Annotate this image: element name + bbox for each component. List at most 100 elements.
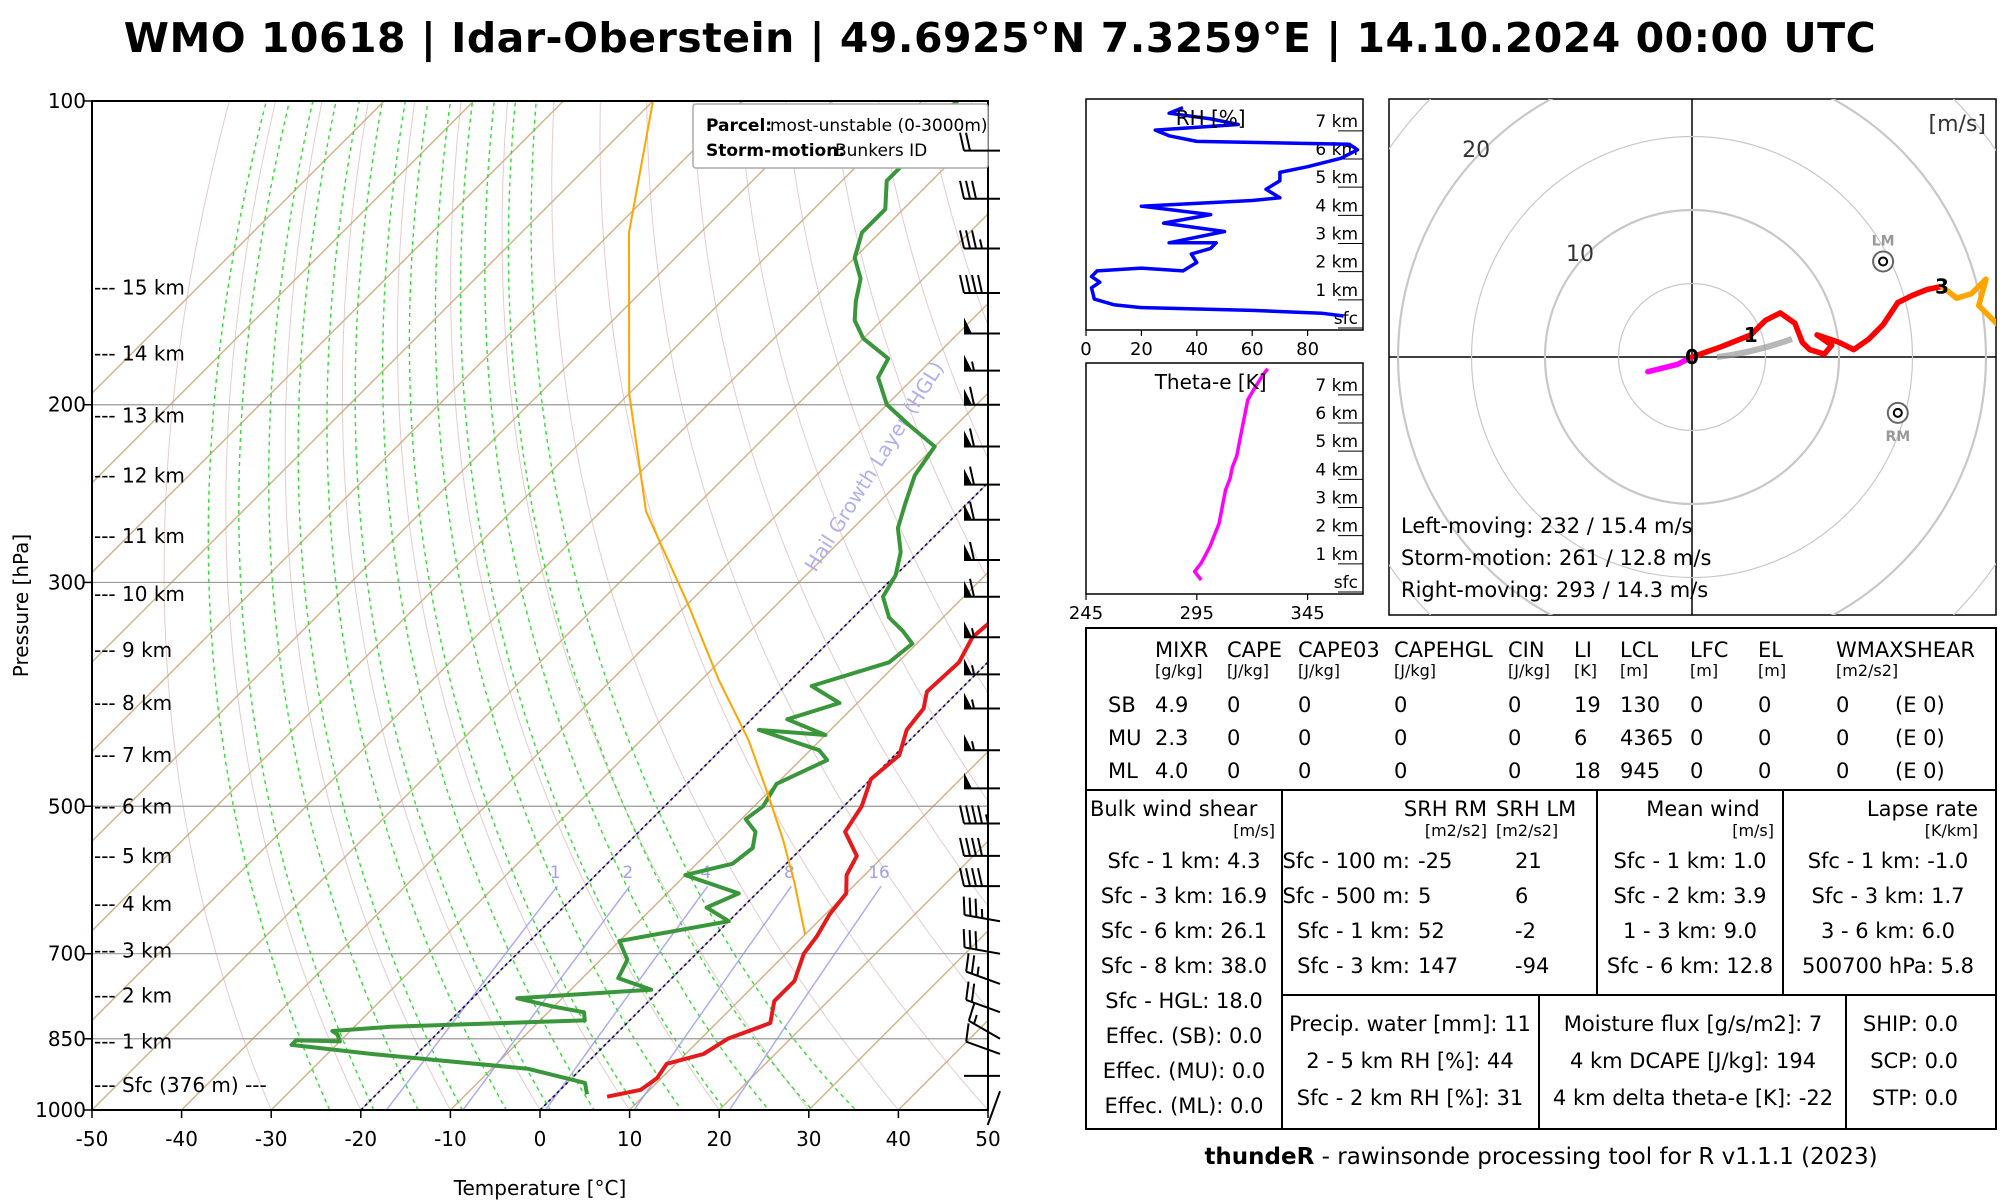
wind-barb bbox=[962, 896, 1001, 923]
wind-barb bbox=[965, 981, 1001, 1014]
mean-wind-row: Sfc - 6 km: 12.8 bbox=[1607, 954, 1773, 978]
moisture-row: 2 - 5 km RH [%]: 44 bbox=[1306, 1049, 1514, 1073]
table-cell: 0 bbox=[1758, 759, 1771, 783]
mixing-ratio-label: 2 bbox=[622, 863, 633, 883]
dry-adiabat bbox=[163, 101, 272, 1110]
barb-flag bbox=[969, 386, 975, 405]
hodograph-inner: 10203040013691LMRM bbox=[1389, 99, 1996, 615]
barb-flag bbox=[977, 867, 983, 887]
table-cell: 0 bbox=[1758, 693, 1771, 717]
srh-row-label: Sfc - 1 km: bbox=[1297, 919, 1410, 943]
moist-adiabat bbox=[268, 101, 419, 1110]
hodo-ring bbox=[1617, 282, 1767, 432]
table-cell: 0 bbox=[1836, 726, 1849, 750]
table-cell: 0 bbox=[1758, 726, 1771, 750]
x-tick-label: -10 bbox=[434, 1127, 467, 1151]
barb-flag bbox=[959, 837, 965, 857]
table-cell: (E 0) bbox=[1895, 759, 1945, 783]
isotherm bbox=[92, 101, 923, 932]
flux-row: 4 km delta theta-e [K]: -22 bbox=[1553, 1086, 1833, 1110]
table-cell: (E 0) bbox=[1895, 693, 1945, 717]
thetae-height-label: 3 km bbox=[1315, 489, 1358, 509]
dry-adiabat bbox=[225, 101, 362, 1110]
shear-unit: [m/s] bbox=[1233, 821, 1275, 840]
wind-barb bbox=[965, 953, 1001, 985]
table-cell: 0 bbox=[1836, 759, 1849, 783]
x-tick-label: -20 bbox=[344, 1127, 377, 1151]
srh-lm-value: -94 bbox=[1515, 954, 1549, 978]
barb-flag bbox=[959, 180, 965, 199]
height-label: --- 9 km bbox=[94, 638, 172, 662]
srh-header-rm: SRH RM bbox=[1404, 797, 1487, 821]
barb-flag bbox=[974, 931, 978, 950]
wind-barb bbox=[959, 837, 1000, 857]
srh-rm-value: -25 bbox=[1418, 849, 1452, 873]
barb-half bbox=[971, 741, 975, 751]
srh-row-label: Sfc - 100 m: bbox=[1283, 849, 1411, 873]
table-frame bbox=[1085, 627, 1997, 1130]
storm-motion-value: Bunkers ID bbox=[835, 141, 927, 161]
x-tick-label: 0 bbox=[534, 1127, 547, 1151]
table-cell: 0 bbox=[1394, 726, 1407, 750]
srh-lm-value: -2 bbox=[1515, 919, 1536, 943]
thetae-height-label: 1 km bbox=[1315, 545, 1358, 565]
rh-line bbox=[1089, 105, 1360, 318]
srh-rm-value: 147 bbox=[1418, 954, 1458, 978]
dry-adiabat bbox=[785, 101, 988, 694]
flux-row: Moisture flux [g/s/m2]: 7 bbox=[1564, 1012, 1822, 1036]
storm-marker-dot bbox=[1892, 407, 1903, 418]
chart-title: WMO 10618 | Idar-Oberstein | 49.6925°N 7… bbox=[123, 14, 1877, 62]
shear-row: Effec. (SB): 0.0 bbox=[1106, 1024, 1263, 1048]
barb-half bbox=[971, 361, 975, 371]
storm-motion-label: Storm-motion: bbox=[706, 141, 845, 161]
barb-flag bbox=[974, 898, 978, 918]
rh-height-label: 2 km bbox=[1315, 253, 1358, 273]
hodo-ring-label: 20 bbox=[1462, 138, 1490, 163]
x-tick-label: 50 bbox=[975, 1127, 1000, 1151]
rh-height-label: 4 km bbox=[1315, 196, 1358, 216]
table-header: CAPE03 bbox=[1298, 638, 1380, 662]
srh-header-lm: SRH LM bbox=[1496, 797, 1576, 821]
wind-barb bbox=[959, 805, 1000, 825]
barb-staff bbox=[968, 1019, 1001, 1040]
table-cell: 0 bbox=[1227, 759, 1240, 783]
barb-pennant bbox=[964, 388, 972, 405]
thetae-height-label: 2 km bbox=[1315, 517, 1358, 537]
wind-barb bbox=[964, 466, 1000, 486]
moist-adiabat bbox=[459, 101, 727, 1110]
table-cell: 0 bbox=[1690, 693, 1703, 717]
dry-adiabat bbox=[646, 101, 988, 1010]
lapse-unit: [K/km] bbox=[1925, 821, 1978, 840]
y-tick-label: 1000 bbox=[35, 1098, 86, 1122]
mean-wind-row: Sfc - 2 km: 3.9 bbox=[1614, 884, 1767, 908]
isotherm bbox=[92, 101, 744, 753]
dry-adiabat bbox=[396, 101, 631, 1110]
wind-barb bbox=[959, 132, 1000, 152]
barb-half bbox=[976, 966, 980, 976]
table-header: LFC bbox=[1690, 638, 1728, 662]
thetae-height-label: 7 km bbox=[1315, 376, 1358, 396]
storm-marker-label: RM bbox=[1885, 429, 1910, 445]
table-cell: 0 bbox=[1690, 726, 1703, 750]
table-header: LI bbox=[1574, 638, 1592, 662]
hgl-label: Hail Growth Layer (HGL) bbox=[800, 357, 949, 576]
wind-barb bbox=[959, 274, 1000, 295]
wind-barb bbox=[965, 1023, 1001, 1055]
barb-pennant bbox=[964, 658, 972, 675]
barb-flag bbox=[969, 501, 975, 520]
table-cell: 0 bbox=[1298, 726, 1311, 750]
table-header-unit: [J/kg] bbox=[1298, 661, 1340, 680]
table-header-unit: [g/kg] bbox=[1155, 661, 1202, 680]
isotherm bbox=[360, 481, 988, 1110]
table-cell: 19 bbox=[1574, 693, 1601, 717]
barb-pennant bbox=[964, 430, 972, 447]
barb-flag bbox=[959, 132, 965, 151]
isotherm bbox=[270, 392, 988, 1110]
wind-barb bbox=[964, 354, 1000, 372]
hodo-segment bbox=[1645, 354, 1695, 375]
y-tick-label: 100 bbox=[48, 89, 86, 113]
table-header: WMAXSHEAR bbox=[1836, 638, 1975, 662]
hodograph-panel: 10203040013691LMRM[m/s]Left-moving: 232 … bbox=[1388, 98, 1997, 616]
hodo-stat: Storm-motion: 261 / 12.8 m/s bbox=[1401, 546, 1711, 570]
